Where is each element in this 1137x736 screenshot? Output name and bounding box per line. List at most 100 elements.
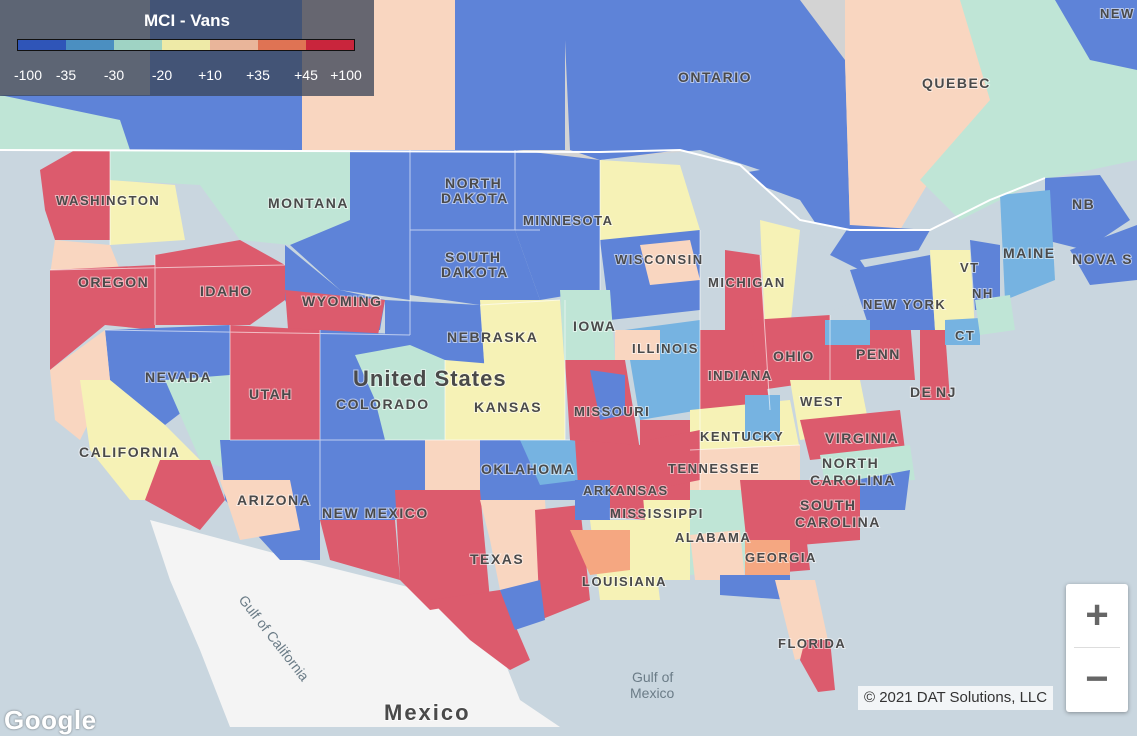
label-missouri: MISSOURI [574,404,650,419]
label-south-carolina-1: SOUTH [800,497,857,513]
region-or-sw [50,240,120,275]
label-utah: UTAH [249,386,293,402]
region-fl-panhandle [720,575,790,600]
region-nb [1045,175,1130,250]
mexico-land [150,520,560,727]
zoom-control: + − [1066,584,1128,712]
legend-swatch [66,40,114,50]
label-south-carolina-2: CAROLINA [795,514,881,530]
legend-swatch [114,40,162,50]
region-ontario [565,0,850,230]
label-north-carolina-1: NORTH [822,455,879,471]
label-louisiana: LOUISIANA [582,574,667,589]
label-indiana: INDIANA [708,368,773,383]
label-new-mexico: NEW MEXICO [322,505,429,521]
region-idaho [155,240,285,325]
label-vt: VT [960,260,980,275]
map-labels: ONTARIO QUEBEC NEW WASHINGTON MONTANA NO… [55,5,1134,726]
region-la-orange [570,530,630,575]
state-boundaries [49,150,831,520]
label-washington: WASHINGTON [56,193,160,208]
region-minnesota [515,150,600,300]
region-indiana [700,330,770,410]
region-michigan [725,250,765,330]
legend-swatch [210,40,258,50]
region-kansas [445,360,565,440]
us-regions [40,150,1055,692]
legend-panel: MCI - Vans -100 -35 -30 -20 +10 +35 +45 +100 [0,0,374,96]
label-penn: PENN [856,346,901,362]
region-manitoba [455,0,565,150]
google-logo: Google [4,705,97,735]
legend-tick-label: +10 [198,67,222,83]
region-ct [945,318,980,345]
region-ok-lightblue [520,440,580,485]
label-north-dakota-2: DAKOTA [441,190,509,206]
label-nebraska: NEBRASKA [447,329,538,345]
label-united-states: United States [353,366,507,391]
label-kentucky: KENTUCKY [700,429,784,444]
label-tennessee: TENNESSEE [668,461,760,476]
region-texas-blue [500,580,545,630]
label-arizona: ARIZONA [237,492,311,508]
label-maine: MAINE [1003,245,1056,261]
legend-tick-label: +45 [294,67,318,83]
region-wisconsin-north [600,160,700,250]
region-co-teal [355,345,445,440]
region-mo-blue [590,370,625,420]
label-gulf-of-mexico-1: Gulf of [632,669,673,685]
label-mexico: Mexico [384,700,471,725]
label-north-dakota-1: NORTH [445,175,502,191]
region-wa-north [110,150,200,185]
region-nova-scotia [1070,225,1137,285]
label-florida: FLORIDA [778,636,846,651]
region-ohio [750,315,830,390]
region-oregon [50,265,155,370]
label-wyoming: WYOMING [302,293,383,309]
region-wi-peach [640,240,700,285]
label-california: CALIFORNIA [79,444,180,460]
legend-tick-label: -35 [55,67,77,83]
legend-tick-label: -100 [13,67,43,83]
region-ky-lightblue [745,395,780,440]
legend-swatch [258,40,306,50]
region-ca-north [50,330,110,440]
label-ohio: OHIO [773,348,815,364]
label-ontario: ONTARIO [678,69,752,85]
label-arkansas: ARKANSAS [583,483,669,498]
region-texas-south [430,590,530,670]
region-montana-east [290,150,410,300]
region-ga-orange [745,540,790,575]
legend-swatch [162,40,210,50]
region-ny [850,255,935,330]
label-south-dakota-1: SOUTH [445,249,502,265]
label-north-carolina-2: CAROLINA [810,472,896,488]
region-wa-west [40,150,110,240]
label-alabama: ALABAMA [675,530,751,545]
region-nevada [105,325,230,425]
region-nevada-south [165,375,230,470]
legend-tick-label: -20 [151,67,173,83]
region-mass [975,295,1015,335]
label-wisconsin: WISCONSIN [615,252,704,267]
region-tn-red [650,430,700,490]
region-labrador [1055,0,1137,70]
label-oregon: OREGON [78,274,149,290]
label-georgia: GEORGIA [745,550,817,565]
zoom-out-button[interactable]: − [1085,656,1109,701]
legend-swatch [306,40,354,50]
label-minnesota: MINNESOTA [523,213,614,228]
region-utah [230,325,320,440]
label-new-york: NEW YORK [863,297,946,312]
region-nj [920,330,950,400]
region-nh-blue [970,240,1000,310]
region-al-peach [690,530,745,580]
label-oklahoma: OKLAHOMA [481,461,575,477]
attribution: © 2021 DAT Solutions, LLC [858,686,1054,710]
label-iowa: IOWA [573,318,616,334]
region-texas-center [480,500,550,590]
label-gulf-of-mexico-2: Mexico [630,685,675,701]
region-texas-east [535,505,590,620]
zoom-in-button[interactable]: + [1085,592,1109,637]
